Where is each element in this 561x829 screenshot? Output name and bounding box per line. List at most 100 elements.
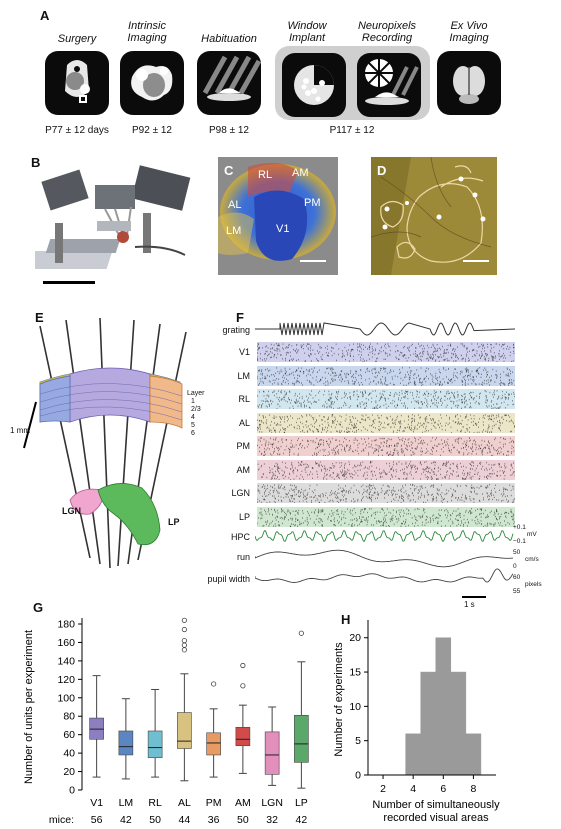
box-lp — [294, 630, 309, 789]
raster-label-lp: LP — [238, 511, 250, 522]
h-ytick-label: 5 — [355, 735, 361, 747]
run-scale: 50 cm/s 0 — [513, 549, 539, 570]
g-xtick-label: LM — [119, 797, 134, 809]
layer-1: 1 — [191, 398, 195, 405]
panel-label-h: H — [341, 612, 351, 627]
area-label-pm: PM — [304, 197, 321, 209]
h-xtick-label: 6 — [440, 783, 446, 795]
panel-label-c: C — [224, 163, 234, 178]
h-x-axis-title-line2: recorded visual areas — [383, 812, 489, 824]
region-label-lgn: LGN — [62, 506, 81, 516]
raster-al — [257, 412, 515, 433]
g-xtick-label: AL — [178, 797, 191, 809]
box-pm — [206, 681, 221, 778]
h-ytick-label: 10 — [349, 701, 361, 713]
pupil-scale: 60 pixels 55 — [513, 574, 542, 595]
surgery-icon — [45, 51, 109, 115]
raster-label-lm: LM — [237, 370, 250, 381]
area-label-v1: V1 — [276, 223, 290, 235]
hpc-scale: +0.1 mV −0.1 — [513, 524, 537, 545]
mice-count: 56 — [91, 814, 103, 825]
raster-lm — [257, 365, 515, 386]
age-surgery: P77 ± 12 days — [45, 125, 109, 136]
raster-lp — [257, 506, 515, 527]
h-ytick-label: 15 — [349, 667, 361, 679]
mice-count: 36 — [208, 814, 220, 825]
raster-am — [257, 459, 515, 480]
raster-rl — [257, 389, 515, 409]
h-x-axis-title-line1: Number of simultaneously — [372, 799, 500, 811]
box-rl — [147, 688, 163, 778]
age-habituation: P98 ± 12 — [209, 125, 249, 136]
layer-23: 2/3 — [191, 406, 201, 413]
outlier-point — [181, 642, 187, 648]
raster-label-pm: PM — [236, 441, 251, 451]
layer-6: 6 — [191, 430, 195, 437]
panel-label-b: B — [31, 155, 41, 170]
hist-bar — [405, 733, 421, 776]
units-boxplot: 0 20 40 60 80 100 120 140 160 180 Number of units … — [23, 617, 309, 825]
outlier-point — [211, 681, 217, 687]
h-ytick-label: 20 — [349, 632, 361, 644]
mice-count: 42 — [120, 814, 132, 825]
window-implant-icon — [282, 53, 346, 117]
outlier-point — [181, 637, 187, 644]
c-scale-bar — [300, 260, 326, 262]
h-xtick-label: 2 — [380, 783, 386, 795]
probe-schematic — [23, 318, 187, 569]
g-ytick-label: 80 — [63, 711, 75, 723]
step-title-habituation: Habituation — [201, 33, 257, 45]
g-ytick-label: 40 — [63, 748, 75, 760]
stimulus-trace — [255, 322, 515, 336]
raster-label-rl: RL — [238, 394, 250, 404]
hist-bar — [465, 733, 482, 776]
box-lm — [118, 698, 134, 780]
region-label-lp: LP — [168, 517, 180, 527]
g-xtick-label: RL — [148, 797, 162, 809]
panel-label-d: D — [377, 163, 387, 178]
neuropixels-recording-icon — [357, 53, 421, 117]
raster-label-al: AL — [238, 417, 250, 428]
layer-4: 4 — [191, 414, 195, 421]
g-ytick-label: 0 — [69, 785, 75, 797]
time-scale-bar — [462, 596, 486, 598]
retinotopy-map: C RL AM AL PM V1 LM — [218, 157, 338, 275]
mice-count: 42 — [296, 814, 308, 825]
step-title-exvivo: Ex Vivo Imaging — [449, 20, 489, 44]
mice-count: 32 — [266, 814, 278, 825]
step-title-intrinsic: Intrinsic Imaging — [127, 20, 167, 44]
outlier-point — [240, 683, 246, 689]
step-title-window: Window Implant — [287, 20, 327, 44]
step-title-surgery: Surgery — [57, 33, 97, 45]
stim-label: grating — [222, 325, 250, 335]
g-ytick-label: 160 — [57, 637, 75, 649]
outlier-point — [181, 647, 187, 653]
hist-bar — [450, 671, 467, 776]
box-al — [177, 617, 192, 782]
h-xtick-label: 8 — [470, 783, 476, 795]
time-scale-label: 1 s — [464, 600, 475, 609]
outlier-point — [240, 662, 246, 669]
areas-histogram: 0 5 10 15 20 2 4 6 8 Number of experiments Number … — [333, 620, 500, 824]
h-y-axis-title: Number of experiments — [333, 642, 345, 757]
hist-bar — [420, 671, 437, 776]
ex-vivo-imaging-icon — [437, 51, 501, 115]
window-photo: D — [371, 157, 497, 275]
outlier-point — [298, 630, 304, 636]
area-label-rl: RL — [258, 169, 273, 181]
panel-label-a: A — [40, 8, 50, 23]
g-xtick-label: PM — [206, 797, 222, 809]
area-label-al: AL — [228, 199, 242, 211]
g-ytick-label: 100 — [57, 692, 75, 704]
box-lgn — [264, 706, 280, 786]
panel-label-g: G — [33, 600, 44, 615]
step-title-neuropixels: Neuropixels Recording — [357, 20, 417, 44]
mice-label: mice: — [49, 814, 74, 825]
g-xtick-label: AM — [235, 797, 251, 809]
hpc-label: HPC — [230, 532, 250, 542]
box-am — [235, 662, 251, 774]
continuous-traces — [255, 529, 514, 583]
raster-lgn — [257, 483, 515, 503]
g-ytick-label: 60 — [63, 729, 75, 741]
layer-5: 5 — [191, 422, 195, 429]
